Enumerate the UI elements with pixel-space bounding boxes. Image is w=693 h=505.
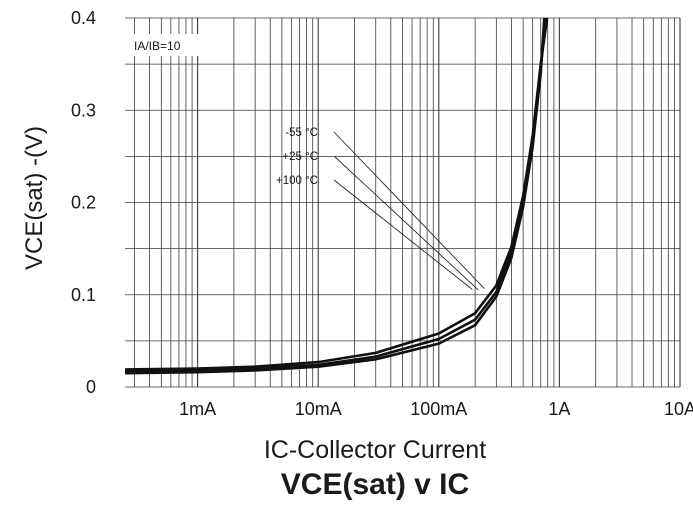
legend-leader-line: [333, 131, 485, 289]
x-tick-label: 100mA: [410, 399, 467, 419]
legend: -55 °C +25 °C +100 °C: [276, 127, 318, 187]
series-line: [124, 17, 549, 371]
legend-leader-lines: [333, 131, 485, 291]
x-tick-label: 10mA: [295, 399, 342, 419]
x-tick-label: 10A: [664, 399, 693, 419]
y-tick-label: 0.3: [71, 100, 96, 120]
y-tick-label: 0: [86, 377, 96, 397]
series-line: [124, 17, 546, 375]
chart-title: VCE(sat) v IC: [280, 468, 470, 501]
legend-leader-line: [333, 179, 473, 290]
y-tick-labels: 0 0.1 0.2 0.3 0.4: [71, 8, 96, 397]
y-axis-title-text: VCE(sat) -(V): [21, 126, 48, 270]
chart-plot: IA/IB=10 -55 °C+25 °C+100 °C 00.10.20.30…: [71, 8, 693, 419]
condition-label: IA/IB=10: [134, 39, 181, 53]
legend-label: +25 °C: [282, 151, 318, 163]
y-tick-label: 0.4: [71, 8, 96, 28]
x-tick-labels: 1mA 10mA 100mA 1A 10A: [179, 399, 693, 419]
legend-leader-line: [333, 155, 479, 291]
y-tick-label: 0.2: [71, 193, 96, 213]
legend-label: +100 °C: [276, 175, 318, 187]
series-curves: [124, 17, 549, 375]
y-tick-label: 0.1: [71, 285, 96, 305]
grid: [125, 17, 681, 388]
condition-box: [130, 34, 208, 56]
x-axis-title: IC-Collector Current: [263, 436, 487, 464]
series-line: [124, 17, 547, 373]
legend-label: -55 °C: [285, 127, 318, 139]
x-tick-label: 1A: [548, 399, 570, 419]
x-tick-label: 1mA: [179, 399, 216, 419]
